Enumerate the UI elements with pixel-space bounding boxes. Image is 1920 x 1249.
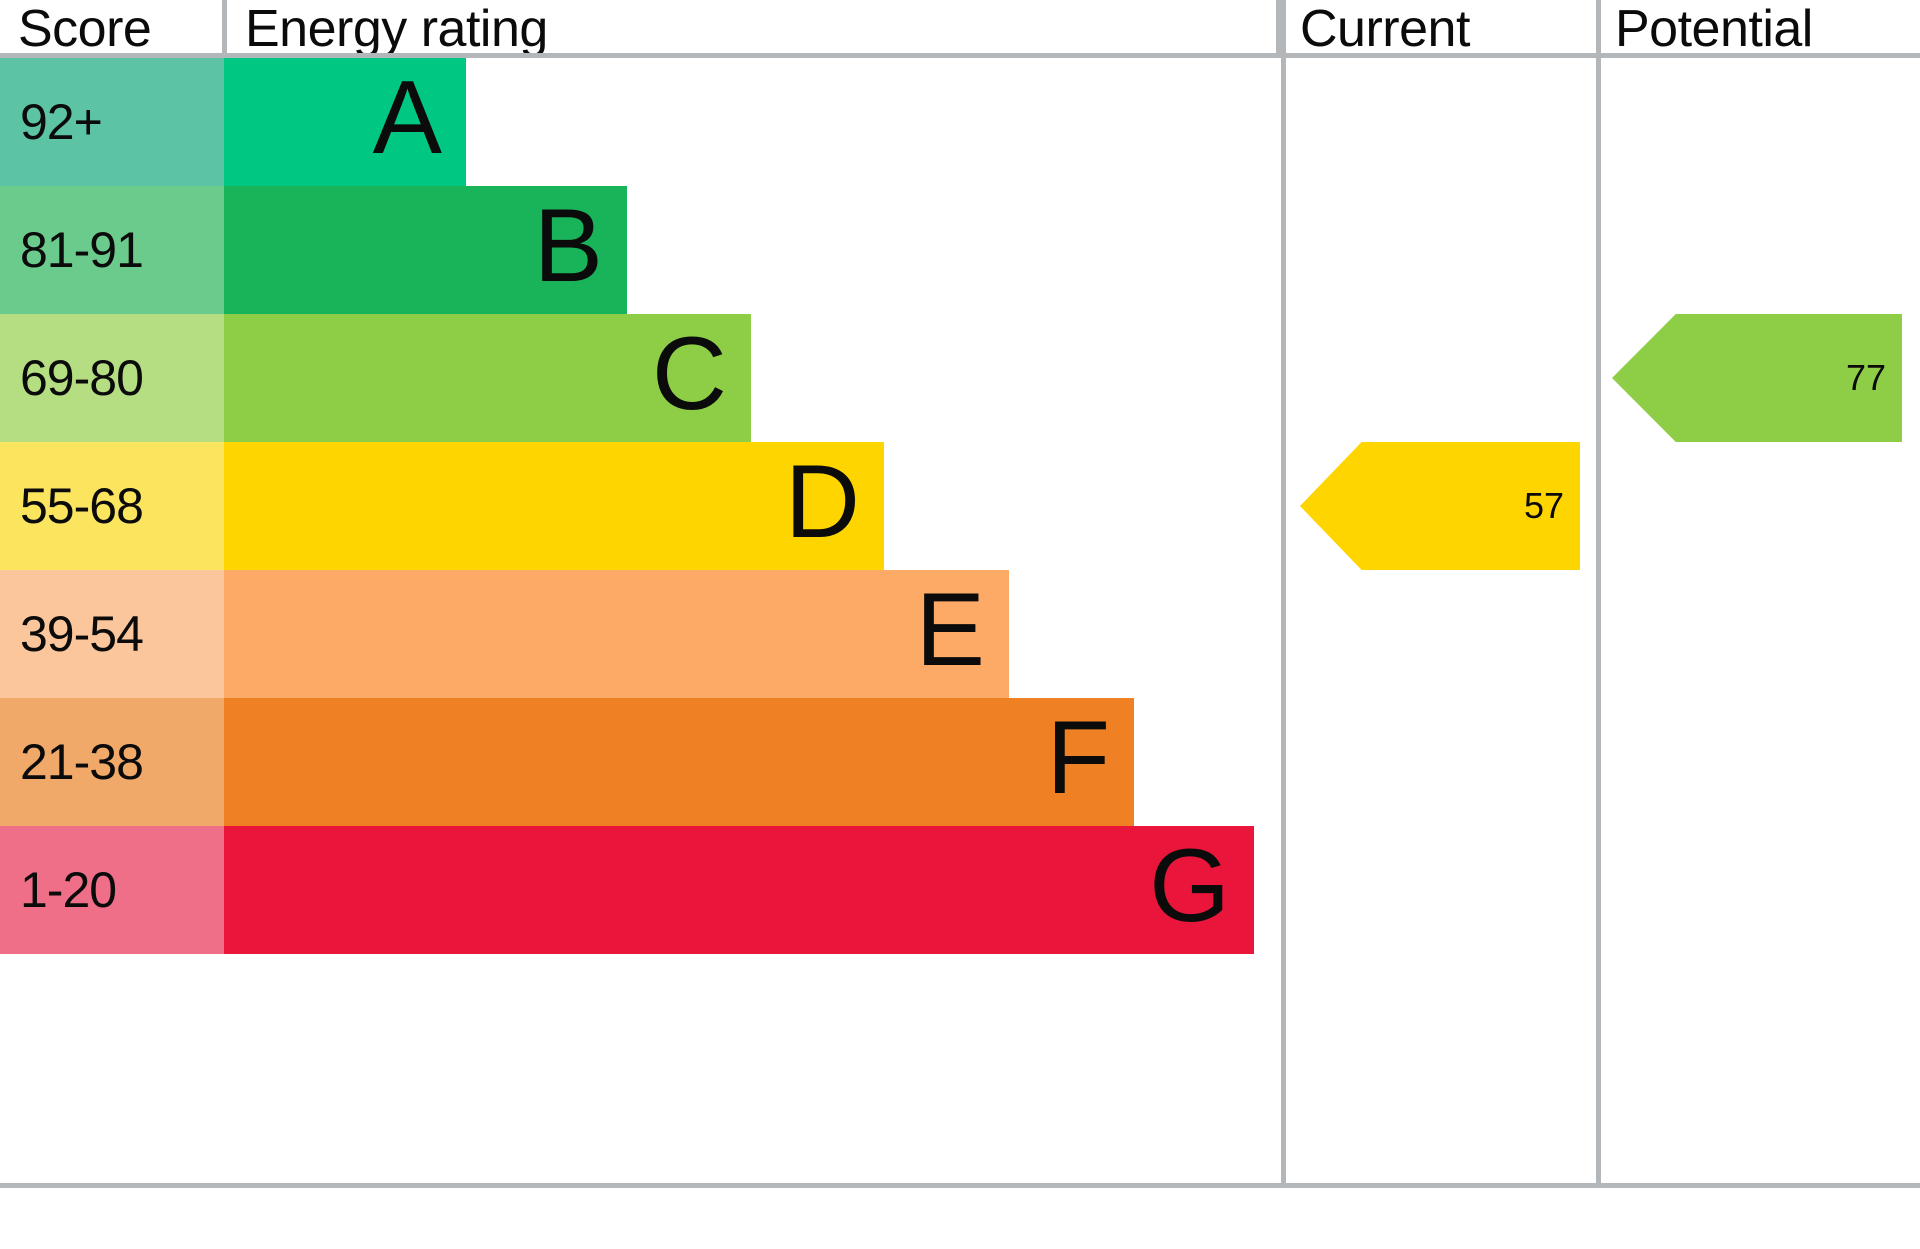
rating-bar-c: C [224, 314, 751, 442]
rating-letter-f: F [1046, 700, 1110, 816]
rating-letter-a: A [372, 60, 442, 176]
band-row-f: 21-38 F [0, 698, 1250, 826]
score-range-a: 92+ [0, 58, 224, 186]
score-range-b: 81-91 [0, 186, 224, 314]
rating-bar-f: F [224, 698, 1134, 826]
potential-rating-arrow: 77 [1612, 314, 1902, 442]
rating-bar-b: B [224, 186, 627, 314]
bottom-divider-line [0, 1183, 1920, 1188]
rating-bar-e: E [224, 570, 1009, 698]
rating-bar-g: G [224, 826, 1254, 954]
rating-bar-d: D [224, 442, 884, 570]
header-potential-label: Potential [1615, 0, 1813, 58]
score-range-g: 1-20 [0, 826, 224, 954]
score-range-d: 55-68 [0, 442, 224, 570]
band-row-e: 39-54 E [0, 570, 1250, 698]
rating-letter-b: B [533, 188, 603, 304]
header-current-label: Current [1300, 0, 1470, 58]
band-row-c: 69-80 C [0, 314, 1250, 442]
potential-rating-arrow-value: 77 [1845, 357, 1886, 398]
rating-letter-g: G [1149, 828, 1230, 944]
potential-column-divider [1596, 0, 1601, 1188]
current-rating-arrow-value: 57 [1523, 485, 1564, 526]
chart-header: Score Energy rating Current Potential [0, 0, 1920, 58]
score-range-c: 69-80 [0, 314, 224, 442]
band-row-g: 1-20 G [0, 826, 1254, 954]
rating-bar-a: A [224, 58, 466, 186]
score-range-e: 39-54 [0, 570, 224, 698]
rating-letter-e: E [915, 572, 985, 688]
current-header-divider [1276, 0, 1281, 53]
score-range-f: 21-38 [0, 698, 224, 826]
rating-letter-d: D [784, 444, 860, 560]
band-row-b: 81-91 B [0, 186, 1250, 314]
header-energy-rating-label: Energy rating [245, 0, 548, 58]
header-score-label: Score [18, 0, 152, 58]
current-rating-arrow: 57 [1300, 442, 1580, 570]
rating-letter-c: C [651, 316, 727, 432]
band-row-a: 92+ A [0, 58, 1250, 186]
score-column-divider [222, 0, 227, 53]
header-divider-line [0, 53, 1920, 58]
current-column-divider [1281, 0, 1286, 1188]
band-row-d: 55-68 D [0, 442, 1250, 570]
